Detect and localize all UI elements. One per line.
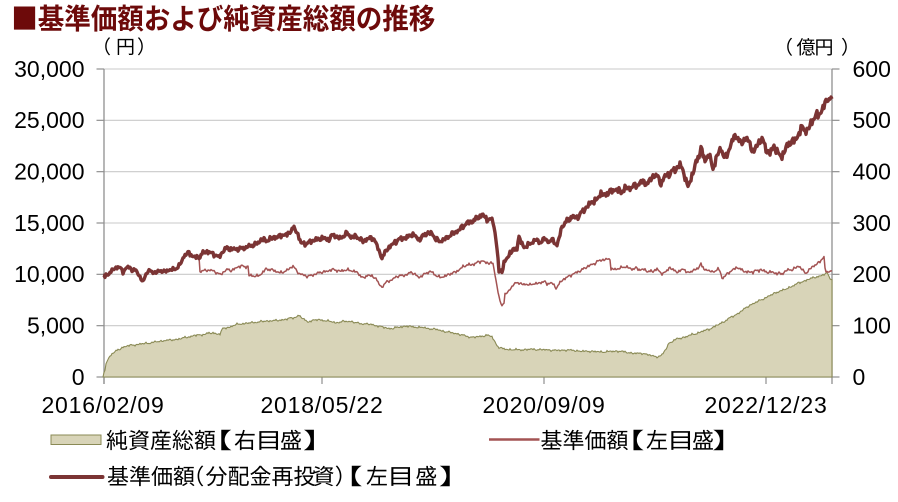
svg-text:300: 300 [853,210,891,236]
svg-text:100: 100 [853,313,891,339]
svg-text:10,000: 10,000 [14,261,84,287]
svg-text:2016/02/09: 2016/02/09 [41,392,164,418]
svg-text:2020/09/09: 2020/09/09 [482,392,605,418]
svg-text:600: 600 [853,56,891,82]
svg-text:15,000: 15,000 [14,210,84,236]
svg-text:200: 200 [853,261,891,287]
svg-text:0: 0 [853,364,866,390]
svg-text:25,000: 25,000 [14,107,84,133]
svg-text:30,000: 30,000 [14,56,84,82]
svg-text:400: 400 [853,159,891,185]
svg-text:20,000: 20,000 [14,159,84,185]
svg-text:2022/12/23: 2022/12/23 [704,392,827,418]
svg-text:500: 500 [853,107,891,133]
svg-text:2018/05/22: 2018/05/22 [260,392,383,418]
svg-text:5,000: 5,000 [27,313,85,339]
svg-text:0: 0 [72,364,85,390]
